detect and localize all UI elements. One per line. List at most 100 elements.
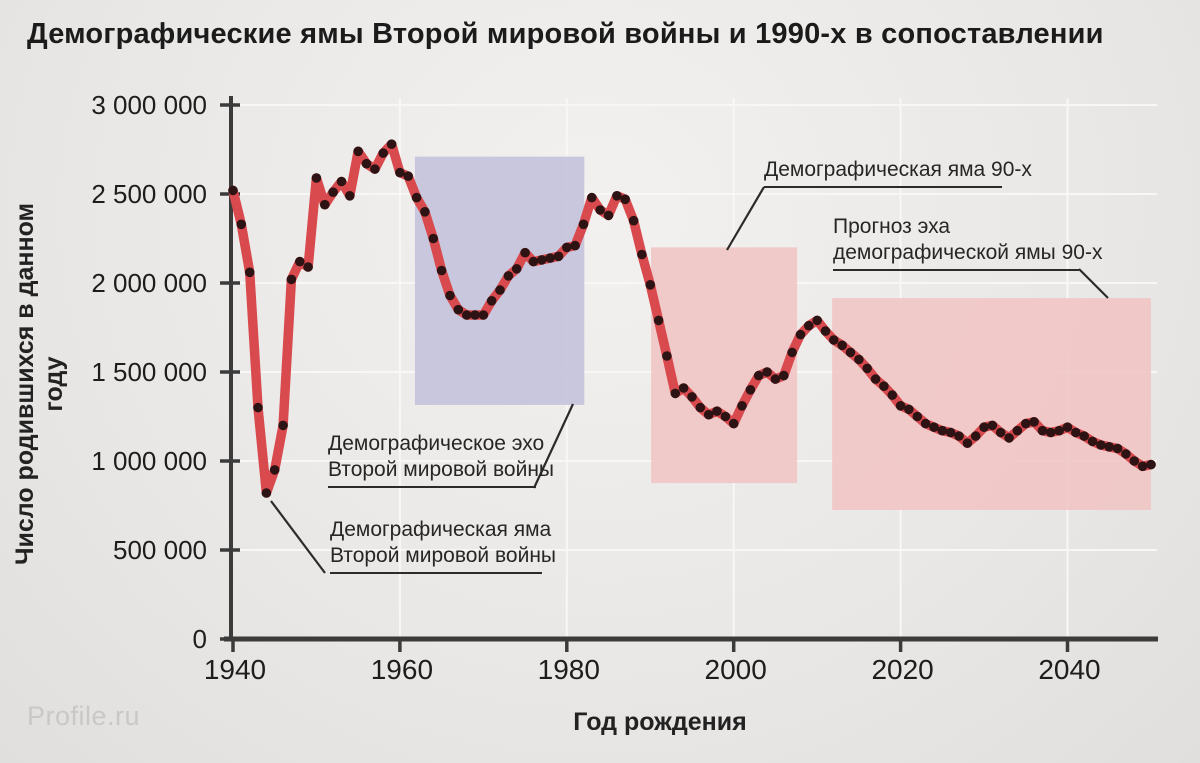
data-point-marker	[879, 381, 889, 392]
data-point-marker	[962, 438, 973, 449]
data-point-marker	[286, 274, 297, 285]
data-point-marker	[762, 367, 772, 377]
data-point-marker	[787, 347, 797, 358]
data-point-marker	[1146, 459, 1156, 470]
data-point-marker	[829, 335, 839, 345]
x-tick-label: 2020	[871, 654, 934, 685]
data-point-marker	[970, 431, 981, 441]
x-tick-label: 2000	[704, 654, 767, 685]
x-tick-label: 1980	[537, 654, 600, 685]
y-tick-label: 1 000 000	[91, 446, 207, 476]
data-point-marker	[1079, 431, 1089, 441]
data-point-marker	[645, 280, 656, 290]
annotation-line: Демографическая яма	[330, 518, 552, 541]
data-point-marker	[436, 265, 447, 276]
x-tick-label: 1940	[203, 654, 267, 685]
data-point-marker	[779, 370, 789, 381]
y-tick-label: 0	[192, 624, 207, 654]
data-point-marker	[728, 418, 739, 429]
annotation-line: Демографическая яма 90-х	[764, 158, 1032, 181]
data-point-marker	[353, 146, 364, 157]
data-point-marker	[1129, 456, 1140, 466]
data-point-marker	[845, 347, 856, 358]
data-point-marker	[612, 191, 622, 201]
data-point-marker	[336, 176, 347, 187]
data-point-marker	[904, 404, 914, 415]
data-point-marker	[378, 148, 389, 158]
data-point-marker	[386, 139, 397, 149]
data-point-marker	[1037, 425, 1048, 436]
data-point-marker	[1046, 427, 1056, 438]
annotation-pit-90s: Демографическая яма 90-х	[764, 157, 1032, 188]
data-point-marker	[503, 271, 514, 281]
y-tick-label: 500 000	[113, 535, 207, 565]
data-point-marker	[695, 402, 706, 413]
data-point-marker	[361, 158, 372, 169]
data-point-marker	[445, 290, 455, 301]
y-tick-label: 2 000 000	[91, 268, 207, 298]
data-point-marker	[703, 409, 714, 420]
annotation-leader-pit_wwii	[270, 500, 326, 574]
data-point-marker	[395, 167, 405, 178]
data-point-marker	[461, 310, 472, 320]
data-point-marker	[1137, 461, 1148, 472]
data-point-marker	[628, 215, 639, 226]
annotation-line: демографической ямы 90-х	[833, 241, 1103, 264]
data-point-marker	[637, 249, 647, 260]
data-point-marker	[670, 388, 681, 399]
data-point-marker	[595, 205, 605, 215]
data-point-marker	[1054, 425, 1064, 436]
data-point-marker	[570, 240, 580, 251]
annotation-line: Второй мировой войны	[328, 458, 555, 481]
x-tick-label: 1960	[370, 654, 434, 685]
annotation-leader-echo_wwii	[533, 403, 574, 489]
data-point-marker	[804, 320, 814, 331]
data-point-marker	[328, 187, 338, 197]
data-point-marker	[712, 406, 722, 417]
data-point-marker	[1029, 417, 1039, 427]
data-point-marker	[470, 310, 480, 320]
data-point-marker	[278, 420, 288, 431]
data-point-marker	[495, 285, 505, 295]
data-point-marker	[920, 418, 931, 429]
data-point-marker	[320, 199, 330, 210]
annotation-line: Второй мировой войны	[330, 544, 557, 567]
data-point-marker	[1012, 425, 1023, 436]
data-point-marker	[603, 210, 614, 221]
data-point-marker	[511, 264, 522, 274]
watermark-profile-ru: Profile.ru	[27, 701, 141, 731]
data-point-marker	[553, 251, 564, 262]
annotation-pit-wwii: Демографическая яма Второй мировой войны	[330, 517, 557, 574]
y-tick-label: 1 500 000	[91, 357, 207, 387]
data-point-marker	[653, 315, 664, 326]
data-point-marker	[895, 401, 906, 411]
data-point-marker	[1021, 418, 1031, 429]
data-point-marker	[954, 431, 964, 441]
data-point-marker	[770, 374, 781, 384]
annotation-forecast-echo-90s: Прогноз эха демографической ямы 90-х	[833, 214, 1103, 271]
data-point-marker	[428, 233, 439, 244]
data-point-marker	[303, 262, 313, 272]
data-point-marker	[528, 256, 539, 267]
data-point-marker	[887, 390, 898, 400]
data-point-marker	[370, 164, 380, 174]
data-point-marker	[295, 256, 305, 267]
data-point-marker	[929, 422, 939, 433]
data-point-marker	[1071, 427, 1081, 438]
data-point-marker	[228, 185, 238, 196]
data-point-marker	[269, 465, 280, 475]
data-point-marker	[403, 171, 414, 181]
forecast-echo-90s-box	[832, 298, 1151, 510]
data-point-marker	[236, 219, 247, 230]
data-point-marker	[945, 427, 956, 438]
data-point-marker	[870, 374, 881, 384]
data-point-marker	[979, 422, 989, 433]
data-point-marker	[261, 488, 272, 498]
y-tick-label: 3 000 000	[91, 90, 207, 120]
data-point-marker	[562, 242, 572, 253]
data-point-marker	[737, 401, 747, 411]
data-point-marker	[537, 255, 547, 265]
data-point-marker	[587, 192, 597, 203]
